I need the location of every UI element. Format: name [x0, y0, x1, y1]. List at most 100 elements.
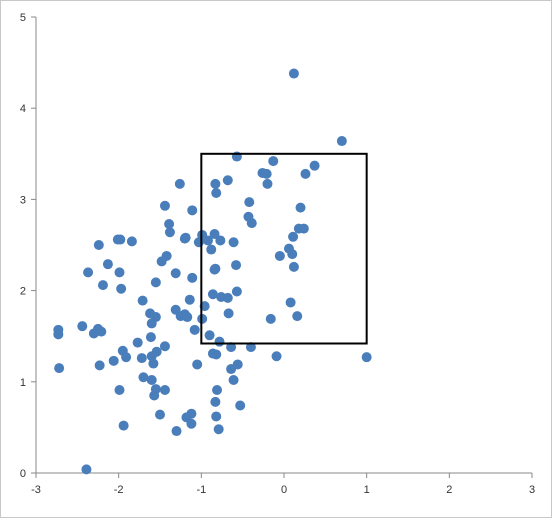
scatter-point — [235, 400, 246, 411]
scatter-point — [174, 178, 185, 189]
scatter-point — [288, 261, 299, 272]
y-tick-label: 1 — [20, 377, 26, 389]
scatter-point — [265, 313, 276, 324]
scatter-point — [228, 374, 239, 385]
scatter-point — [132, 337, 143, 348]
scatter-point — [222, 175, 233, 186]
scatter-point — [93, 240, 104, 250]
scatter-point — [295, 202, 306, 213]
scatter-point — [226, 342, 237, 353]
scatter-point — [288, 68, 299, 79]
scatter-point — [182, 312, 193, 323]
scatter-point — [171, 426, 182, 437]
scatter-point — [231, 260, 242, 271]
scatter-point — [214, 336, 225, 347]
scatter-point — [361, 352, 372, 363]
scatter-point — [213, 424, 224, 435]
scatter-point — [274, 250, 285, 261]
scatter-point — [145, 332, 156, 343]
scatter-point — [164, 227, 175, 238]
scatter-point — [209, 264, 220, 275]
y-tick-label: 4 — [20, 103, 26, 115]
scatter-point — [262, 178, 273, 189]
scatter-point — [155, 409, 165, 420]
scatter-point — [159, 341, 170, 352]
scatter-point — [138, 372, 149, 383]
scatter-point — [228, 237, 239, 248]
scatter-point — [53, 329, 64, 340]
scatter-point — [231, 286, 242, 297]
scatter-point — [164, 219, 175, 230]
scatter-point — [159, 200, 170, 211]
scatter-point — [112, 234, 123, 245]
scatter-point — [81, 464, 92, 475]
scatter-point — [204, 330, 215, 341]
scatter-point — [309, 160, 320, 171]
scatter-point — [94, 360, 105, 371]
scatter-point — [114, 385, 125, 396]
x-tick-label: -1 — [196, 484, 206, 496]
scatter-point — [222, 292, 233, 303]
x-tick-label: 3 — [529, 484, 535, 496]
scatter-point — [244, 197, 255, 208]
scatter-point — [210, 396, 221, 407]
scatter-point — [292, 311, 303, 322]
scatter-point — [193, 237, 204, 248]
scatter-point — [159, 385, 170, 396]
axes — [31, 16, 533, 478]
scatter-point — [287, 249, 298, 260]
scatter-point — [150, 277, 161, 288]
scatter-point — [288, 231, 299, 242]
scatter-point — [186, 418, 197, 429]
scatter-point — [209, 229, 220, 240]
scatter-point — [211, 349, 222, 360]
scatter-point — [261, 168, 272, 179]
scatter-point — [126, 236, 137, 247]
scatter-point — [271, 351, 282, 362]
scatter-point — [293, 223, 304, 234]
y-tick-label: 5 — [20, 12, 26, 24]
x-tick-label: -3 — [31, 484, 41, 496]
tick-labels: -3 -2 -1 0 1 2 3 0 1 2 3 4 5 — [20, 12, 535, 496]
scatter-point — [336, 136, 347, 147]
scatter-point — [211, 188, 222, 199]
y-tick-label: 0 — [20, 468, 26, 480]
scatter-point — [206, 244, 217, 255]
scatter-point — [246, 218, 257, 229]
scatter-point — [118, 420, 129, 431]
scatter-point — [212, 385, 223, 396]
scatter-point — [137, 295, 148, 306]
scatter-point — [77, 321, 88, 332]
x-tick-label: 0 — [281, 484, 287, 496]
scatter-point — [88, 328, 99, 339]
y-tick-label: 2 — [20, 286, 26, 298]
scatter-point — [187, 205, 198, 216]
scatter-point — [207, 289, 218, 300]
scatter-point — [146, 318, 157, 329]
scatter-point — [121, 352, 132, 363]
scatter-point — [223, 308, 234, 319]
scatter-point — [136, 353, 147, 364]
scatter-point — [202, 235, 213, 246]
scatter-point — [108, 355, 119, 366]
scatter-point — [83, 267, 94, 278]
scatter-point — [300, 168, 311, 179]
data-points — [53, 68, 372, 475]
scatter-point — [116, 283, 127, 294]
scatter-point — [215, 235, 226, 246]
scatter-point — [156, 256, 167, 267]
scatter-point — [170, 268, 181, 279]
scatter-point — [148, 358, 159, 369]
scatter-point — [211, 411, 222, 422]
scatter-point — [192, 359, 203, 370]
scatter-point — [285, 297, 296, 308]
x-tick-label: -2 — [114, 484, 124, 496]
x-tick-label: 1 — [364, 484, 370, 496]
scatter-point — [54, 363, 65, 374]
x-tick-label: 2 — [446, 484, 452, 496]
scatter-point — [179, 233, 190, 244]
scatter-point — [245, 342, 256, 353]
scatter-point — [146, 374, 157, 385]
